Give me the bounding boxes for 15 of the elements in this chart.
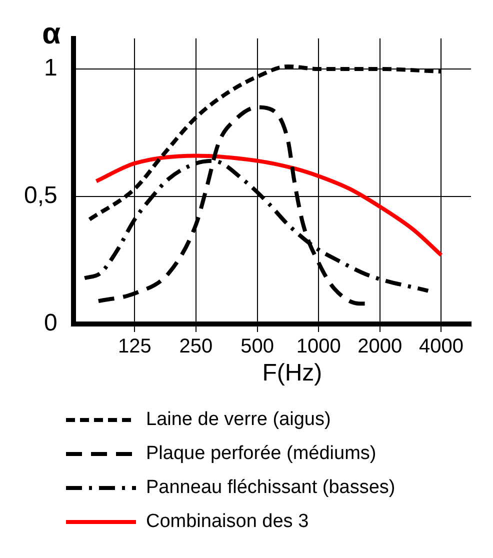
y-tick-label: 0,5 [24,182,58,210]
legend-label: Laine de verre (aigus) [146,409,331,430]
x-axis-title: F(Hz) [262,360,322,387]
x-tick-label: 500 [240,336,274,358]
x-tick-label: 1000 [296,336,341,358]
x-tick-label: 2000 [358,336,402,358]
y-tick-label: 1 [44,54,58,82]
legend-label: Plaque perforée (médiums) [146,443,376,464]
x-tick-label: 125 [118,336,152,358]
y-axis-title: α [42,18,62,51]
x-tick-label: 250 [179,336,213,358]
y-tick-label: 0 [44,310,58,337]
legend-label: Panneau fléchissant (basses) [146,477,396,498]
legend-label: Combinaison des 3 [146,511,309,532]
x-tick-label: 4000 [418,336,464,358]
